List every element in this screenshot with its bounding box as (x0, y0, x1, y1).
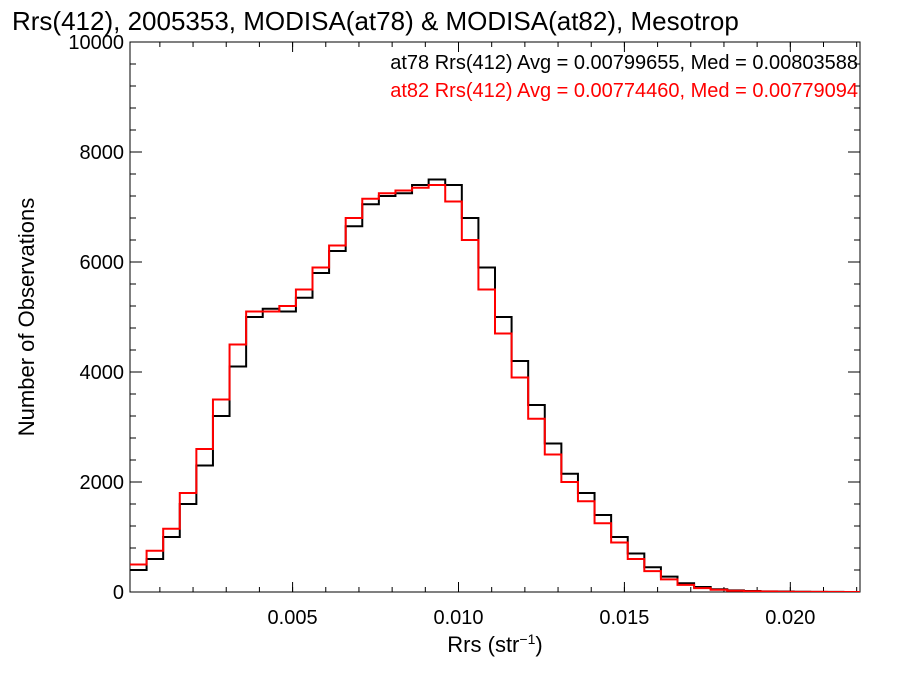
y-tick-label: 4000 (80, 362, 125, 384)
x-axis-label: Rrs (str−1) (447, 631, 542, 657)
series-line-at82 (130, 184, 860, 592)
stats-annotation-at82: at82 Rrs(412) Avg = 0.00774460, Med = 0.… (390, 80, 858, 102)
y-tick-label: 0 (113, 582, 124, 604)
y-tick-label: 10000 (68, 32, 124, 54)
x-tick-label: 0.015 (599, 607, 649, 629)
x-tick-label: 0.010 (433, 607, 483, 629)
x-axis: 0.005 0.010 0.015 0.020 (159, 42, 858, 629)
x-tick-label: 0.005 (268, 607, 318, 629)
series-line-at78 (130, 178, 860, 592)
x-tick-label: 0.020 (765, 607, 815, 629)
y-axis-label: Number of Observations (14, 198, 39, 436)
y-axis: 0 2000 4000 6000 8000 10000 (68, 32, 860, 604)
y-tick-label: 6000 (80, 252, 125, 274)
plot-frame (129, 41, 861, 593)
y-tick-label: 8000 (80, 142, 125, 164)
y-tick-label: 2000 (80, 472, 125, 494)
series-group (130, 178, 860, 592)
stats-annotation-at78: at78 Rrs(412) Avg = 0.00799655, Med = 0.… (390, 52, 858, 74)
chart-title: Rrs(412), 2005353, MODISA(at78) & MODISA… (12, 6, 739, 36)
